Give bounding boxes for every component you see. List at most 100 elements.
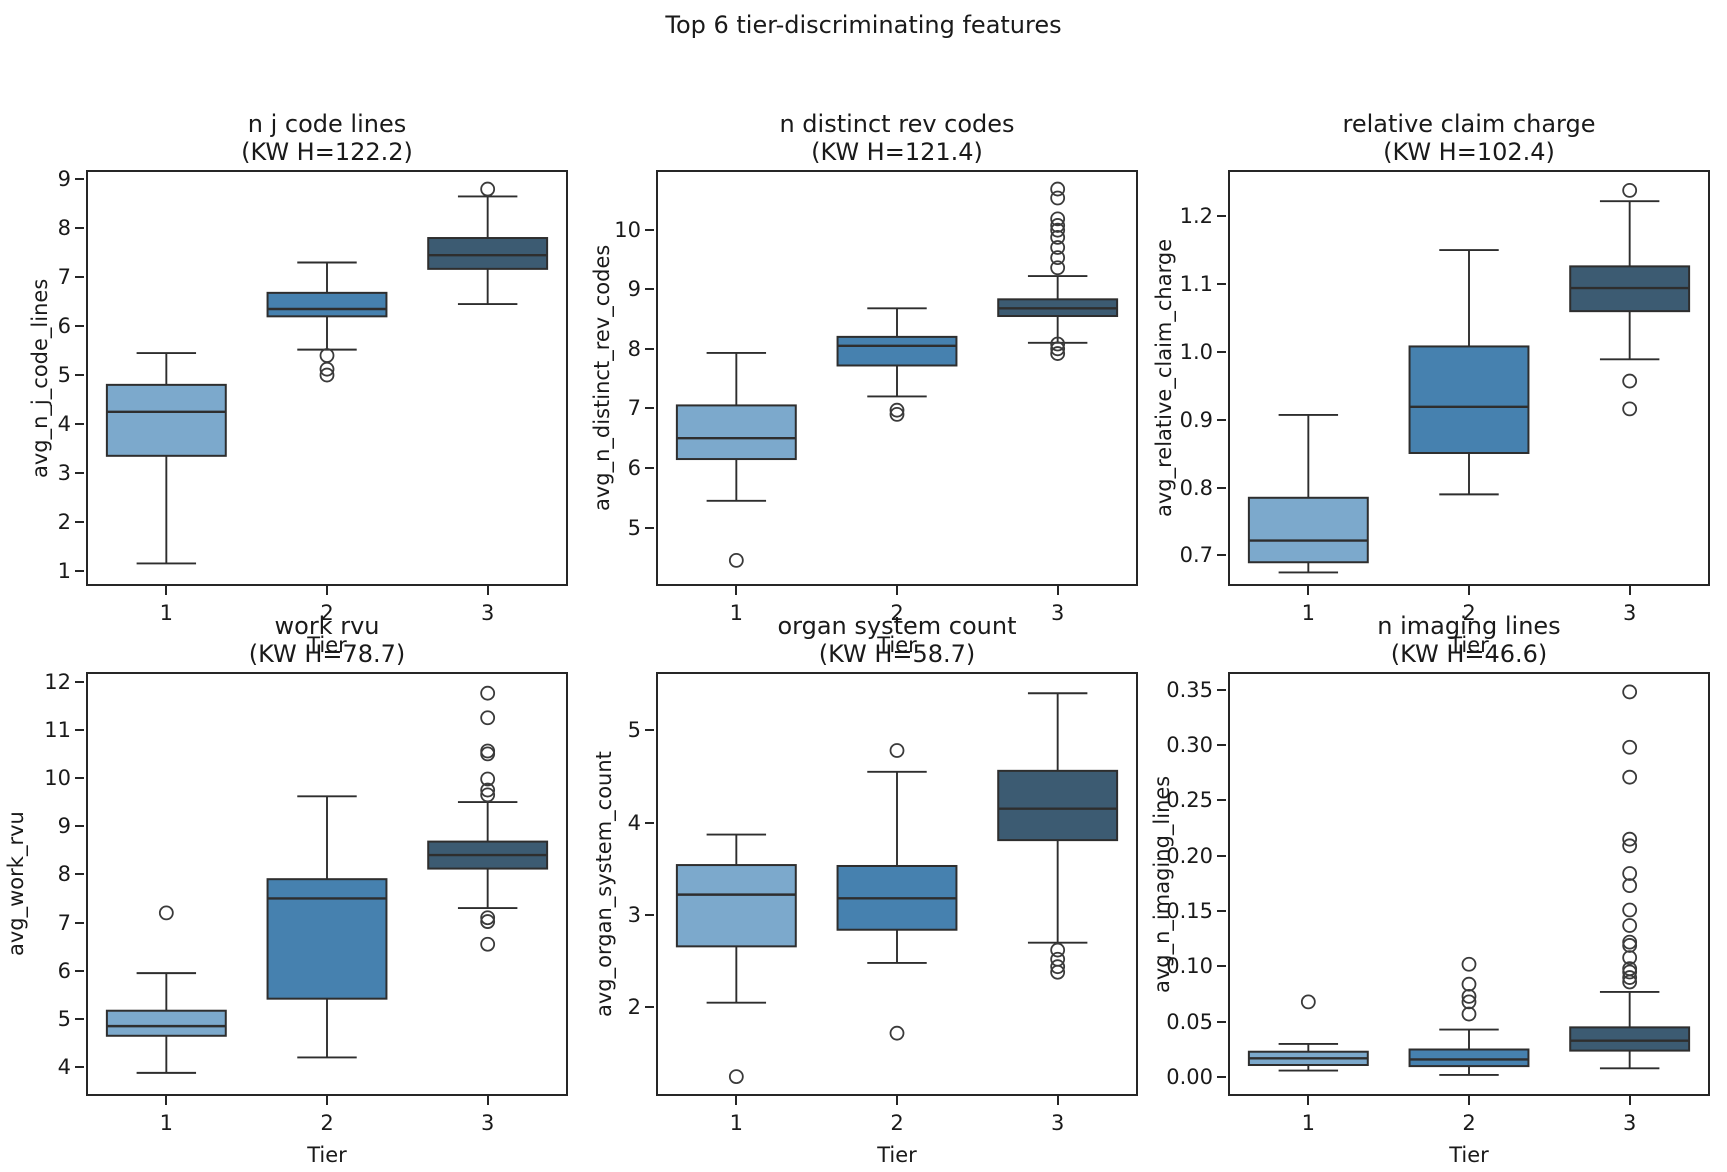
- y-tick-label: 7: [627, 396, 641, 421]
- y-tick-label: 6: [57, 314, 71, 339]
- box-group-tier-3: [427, 181, 549, 306]
- subplot-title-kw: (KW H=121.4): [811, 138, 983, 166]
- box-group-tier-2: [836, 743, 958, 1041]
- outlier-point: [158, 905, 174, 921]
- outlier-point: [1050, 346, 1066, 361]
- subplot-title: n j code lines (KW H=122.2): [46, 110, 608, 166]
- y-tick-mark: [75, 227, 84, 230]
- outlier-point: [1622, 373, 1638, 389]
- y-tick-label: 1.1: [1179, 272, 1213, 296]
- outlier-point: [889, 743, 905, 758]
- box-group-tier-2: [266, 261, 388, 383]
- outlier-point: [1461, 976, 1477, 992]
- y-tick-mark: [1217, 910, 1226, 913]
- outlier-point: [728, 552, 744, 568]
- x-tick-label: 3: [1622, 1111, 1637, 1135]
- y-axis-label: avg_relative_claim_charge: [1152, 238, 1176, 518]
- y-tick-mark: [1217, 215, 1226, 218]
- y-tick-mark: [1217, 283, 1226, 285]
- outlier-point: [1622, 838, 1638, 854]
- boxplot-canvas: [1247, 684, 1691, 1076]
- x-tick-label: 3: [480, 1111, 495, 1135]
- box-group-tier-3: [1569, 684, 1691, 1070]
- y-axis-label: avg_n_j_code_lines: [28, 278, 52, 478]
- x-tick-mark: [735, 586, 738, 595]
- subplot-relative-claim-charge: relative claim charge (KW H=102.4) avg_r…: [1152, 110, 1710, 657]
- x-tick-mark: [486, 1096, 489, 1105]
- y-tick-mark: [1217, 744, 1226, 747]
- x-tick-label: 1: [729, 601, 744, 625]
- box-group-tier-2: [1408, 956, 1530, 1076]
- y-tick-mark: [645, 526, 654, 529]
- y-tick-mark: [75, 423, 84, 425]
- outlier-point: [1622, 964, 1638, 980]
- outlier-point: [319, 367, 335, 383]
- outlier-point: [480, 910, 496, 926]
- y-tick-label: 0.30: [1166, 733, 1213, 758]
- subplot-organ-system-count: organ system count (KW H=58.7) avg_organ…: [592, 612, 1138, 1167]
- subplot-title: n distinct rev codes (KW H=121.4): [616, 110, 1178, 166]
- y-tick-label: 0.10: [1166, 954, 1213, 979]
- x-tick-mark: [1628, 1096, 1631, 1105]
- y-tick-label: 4: [627, 810, 641, 835]
- y-tick-mark: [1217, 854, 1226, 857]
- outlier-point: [319, 361, 335, 377]
- outlier-point: [480, 710, 496, 726]
- y-tick-label: 4: [57, 1055, 71, 1080]
- outlier-point: [1050, 250, 1066, 266]
- subplot-title-line1: n j code lines: [247, 110, 407, 138]
- x-tick-mark: [326, 586, 328, 595]
- box-group-tier-1: [105, 905, 227, 1074]
- box-group-tier-1: [675, 352, 797, 568]
- y-tick-mark: [645, 1006, 654, 1009]
- y-tick-mark: [1217, 965, 1226, 968]
- x-tick-label: 2: [890, 1111, 904, 1135]
- box-rect-tier-2: [266, 878, 388, 1000]
- y-tick-label: 5: [57, 1006, 71, 1031]
- y-tick-mark: [645, 347, 654, 350]
- y-tick-label: 2: [627, 995, 641, 1020]
- outlier-point: [480, 914, 496, 929]
- box-rect-tier-2: [1408, 345, 1530, 454]
- x-tick-label: 2: [320, 1111, 334, 1135]
- y-tick-label: 7: [57, 265, 71, 290]
- y-tick-label: 12: [44, 669, 71, 694]
- box-rect-tier-3: [427, 237, 549, 270]
- y-tick-label: 2: [57, 509, 71, 534]
- outlier-point: [1050, 336, 1066, 352]
- y-tick-label: 0.20: [1166, 843, 1213, 868]
- outlier-point: [1622, 974, 1638, 990]
- y-tick-mark: [75, 520, 84, 523]
- x-tick-mark: [165, 1096, 168, 1105]
- y-tick-mark: [75, 471, 84, 474]
- box-rect-tier-1: [105, 383, 227, 457]
- y-tick-label: 4: [57, 412, 71, 436]
- y-tick-mark: [75, 680, 84, 683]
- y-tick-mark: [1217, 350, 1226, 353]
- outlier-point: [480, 787, 496, 803]
- x-tick-mark: [896, 586, 898, 595]
- box-rect-tier-1: [675, 864, 797, 948]
- y-tick-label: 5: [57, 363, 71, 388]
- y-tick-mark: [75, 969, 84, 972]
- x-tick-label: 2: [1462, 601, 1476, 625]
- x-axis-label: Tier: [877, 633, 917, 657]
- box-rect-tier-1: [105, 1009, 227, 1037]
- outlier-point: [1050, 260, 1066, 276]
- box-rect-tier-1: [1247, 496, 1369, 564]
- x-tick-mark: [1468, 586, 1470, 595]
- y-tick-mark: [645, 913, 654, 916]
- outlier-point: [1622, 866, 1638, 881]
- box-group-tier-3: [997, 181, 1119, 361]
- outlier-point: [1622, 950, 1638, 966]
- outlier-point: [1050, 341, 1066, 357]
- box-group-tier-3: [427, 685, 549, 952]
- y-tick-label: 0.25: [1166, 788, 1213, 813]
- x-tick-mark: [486, 586, 489, 595]
- box-group-tier-3: [997, 692, 1119, 980]
- y-tick-mark: [1217, 486, 1226, 489]
- y-tick-label: 6: [57, 958, 71, 983]
- y-tick-mark: [645, 466, 654, 469]
- subplot-title-line1: n distinct rev codes: [779, 110, 1015, 138]
- y-tick-label: 1.2: [1179, 204, 1213, 229]
